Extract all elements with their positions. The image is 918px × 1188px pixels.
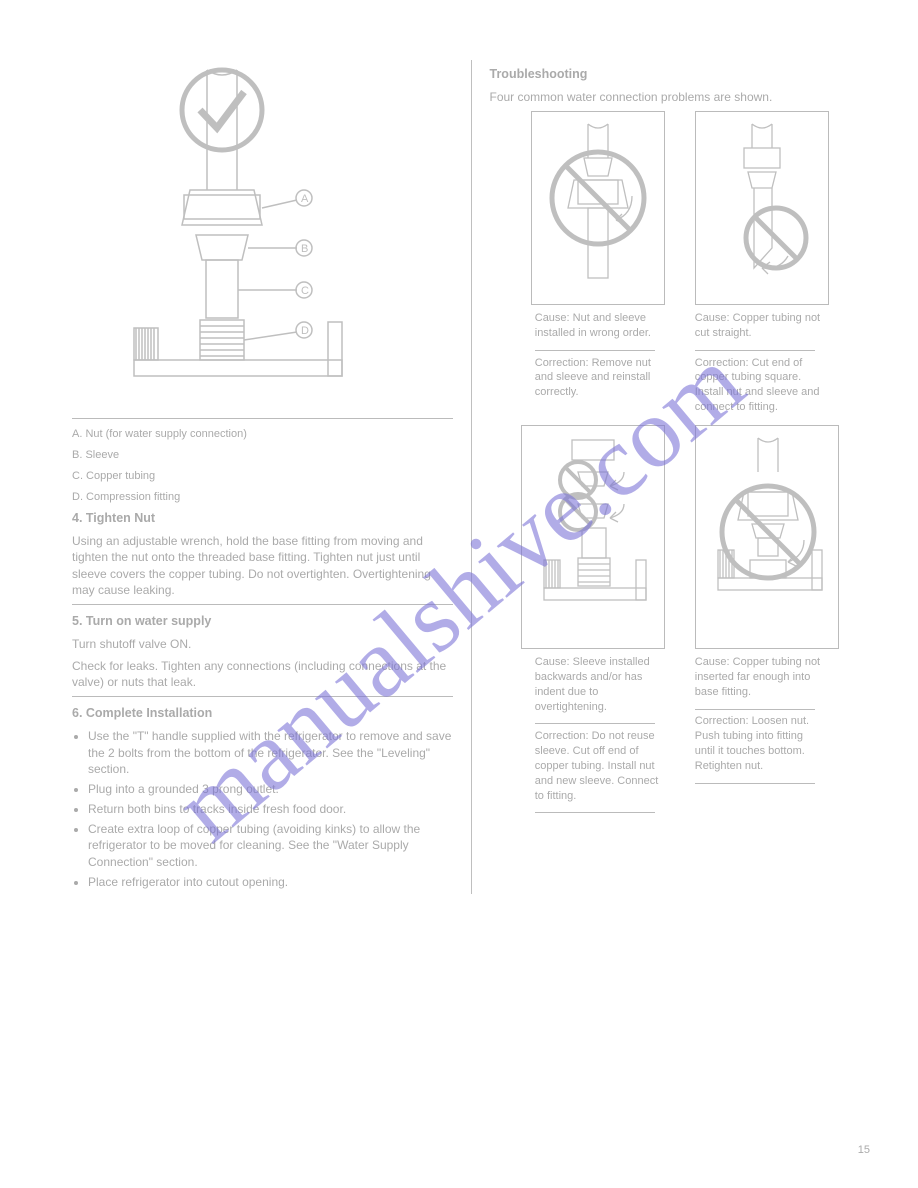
corr-1: Correction: Remove nut and sleeve and re… <box>535 356 665 401</box>
page-footer: 15 <box>72 1143 870 1158</box>
corr-2: Correction: Cut end of copper tubing squ… <box>695 356 825 415</box>
list-item: Plug into a grounded 3 prong outlet. <box>88 781 453 797</box>
list-item: Return both bins to tracks inside fresh … <box>88 801 453 817</box>
right-column: Troubleshooting Four common water connec… <box>472 60 871 894</box>
thumb-wrong-order <box>531 111 665 305</box>
step4-body: Using an adjustable wrench, hold the bas… <box>72 533 453 598</box>
thumb-row-2 <box>490 425 871 649</box>
rule-4-5 <box>72 604 453 605</box>
callout-c: C <box>301 285 309 297</box>
rule-5-6 <box>72 696 453 697</box>
legend-d: D. Compression fitting <box>72 490 453 505</box>
legend-a: A. Nut (for water supply connection) <box>72 427 453 442</box>
callout-b: B <box>301 243 308 255</box>
page-number: 15 <box>858 1143 870 1158</box>
corr-3: Correction: Do not reuse sleeve. Cut off… <box>535 729 665 803</box>
thumb-not-square <box>695 111 829 305</box>
step5-title: 5. Turn on water supply <box>72 613 453 630</box>
thumb-not-inserted <box>695 425 839 649</box>
callout-a: A <box>301 193 309 205</box>
page-content: A B C D A. Nut (for water supply connect… <box>0 0 918 914</box>
wrong-order-diagram <box>538 118 658 298</box>
step4-title: 4. Tighten Nut <box>72 510 453 527</box>
cause-4: Cause: Copper tubing not inserted far en… <box>695 655 825 700</box>
step5-body1: Turn shutoff valve ON. <box>72 636 453 652</box>
not-square-diagram <box>702 118 822 298</box>
caption-row-1: Cause: Nut and sleeve installed in wrong… <box>490 311 871 415</box>
cause-2: Cause: Copper tubing not cut straight. <box>695 311 825 341</box>
cause-1: Cause: Nut and sleeve installed in wrong… <box>535 311 665 341</box>
troubleshooting-intro: Four common water connection problems ar… <box>490 89 871 105</box>
legend-c: C. Copper tubing <box>72 469 453 484</box>
legend-b: B. Sleeve <box>72 448 453 463</box>
step6-list: Use the "T" handle supplied with the ref… <box>72 728 453 890</box>
list-item: Place refrigerator into cutout opening. <box>88 874 453 890</box>
figure-rule <box>72 418 453 419</box>
main-diagram: A B C D <box>72 60 372 410</box>
thumb-sleeve-backwards <box>521 425 665 649</box>
step5-body2: Check for leaks. Tighten any connections… <box>72 658 453 690</box>
callout-d: D <box>301 325 309 337</box>
troubleshooting-heading: Troubleshooting <box>490 66 871 83</box>
step6-title: 6. Complete Installation <box>72 705 453 722</box>
main-figure: A B C D <box>72 60 453 410</box>
list-item: Use the "T" handle supplied with the ref… <box>88 728 453 777</box>
thumb-row-1 <box>490 111 871 305</box>
left-column: A B C D A. Nut (for water supply connect… <box>72 60 472 894</box>
caption-row-2: Cause: Sleeve installed backwards and/or… <box>490 655 871 818</box>
sleeve-backwards-diagram <box>528 432 658 642</box>
not-inserted-diagram <box>702 432 832 642</box>
cause-3: Cause: Sleeve installed backwards and/or… <box>535 655 665 714</box>
corr-4: Correction: Loosen nut. Push tubing into… <box>695 714 825 773</box>
list-item: Create extra loop of copper tubing (avoi… <box>88 821 453 870</box>
